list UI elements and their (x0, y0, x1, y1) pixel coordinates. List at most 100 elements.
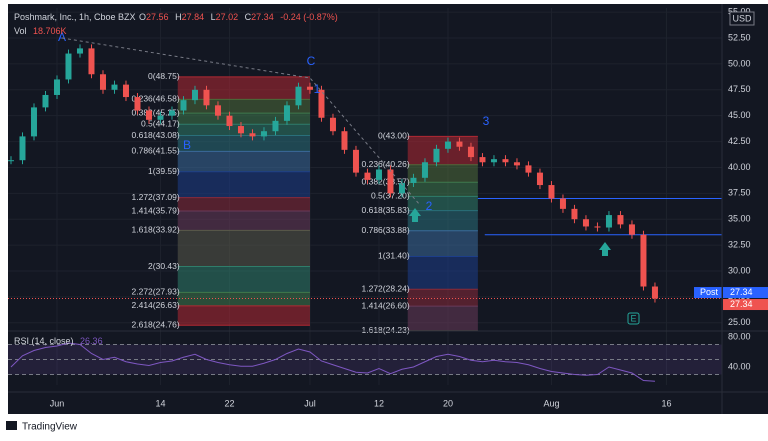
earnings-marker: E (630, 313, 636, 323)
candle-body (249, 133, 256, 137)
chart-background (8, 4, 768, 414)
fib-level-label: 0.382(45.25) (132, 107, 180, 117)
rsi-legend: RSI (14, close) 26.36 (14, 336, 103, 346)
candle-body (306, 86, 313, 90)
arrow-up-icon (599, 242, 611, 256)
wave-label: C (307, 54, 316, 68)
brand: TradingView (22, 422, 78, 433)
candle-body (479, 157, 486, 163)
fib-band (407, 164, 478, 183)
x-tick-label: 20 (443, 398, 453, 408)
y-tick-label: 35.00 (728, 214, 751, 224)
price-tag-label: Post (700, 287, 719, 297)
candle-body (295, 86, 302, 106)
candle-body (99, 74, 106, 90)
candle-body (168, 110, 175, 116)
candle-body (191, 89, 198, 101)
brand-logo (6, 421, 17, 430)
fib-level-label: 0.618(43.08) (132, 130, 180, 140)
fib-band (177, 305, 310, 326)
fib-level-label: 0.618(35.83) (362, 205, 410, 215)
y-tick-label: 47.50 (728, 84, 751, 94)
change: -0.24 (-0.87%) (280, 12, 338, 22)
fib-band (177, 99, 310, 114)
candle-body (7, 160, 14, 162)
y-tick-label: 40.00 (728, 162, 751, 172)
fib-level-label: 0.236(40.26) (362, 159, 410, 169)
candle-body (594, 226, 601, 228)
y-tick-label: 50.00 (728, 58, 751, 68)
ohlc-value: 27.84 (182, 12, 205, 22)
candle-body (525, 165, 532, 173)
candle-body (203, 89, 210, 106)
candle-body (318, 89, 325, 118)
ohlc-value: 27.02 (216, 12, 239, 22)
candle-body (237, 126, 244, 134)
candle-body (456, 141, 463, 147)
volume-legend: Vol 18.706K (14, 26, 67, 36)
candle-body (42, 94, 49, 108)
currency: USD (732, 13, 752, 23)
y-tick-label: 25.00 (728, 317, 751, 327)
candle-body (283, 105, 290, 121)
ohlc-label: C (245, 12, 252, 22)
fib-band (177, 292, 310, 306)
price-tag (694, 287, 722, 299)
fib-level-label: 0(48.75) (148, 71, 180, 81)
wave-label: A (58, 30, 66, 44)
fib-level-label: 1.618(33.92) (132, 225, 180, 235)
fib-band (177, 171, 310, 198)
candle-body (226, 115, 233, 127)
candle-body (214, 105, 221, 116)
price-tag (723, 287, 768, 299)
candle-body (640, 234, 647, 287)
x-tick-label: Jun (50, 398, 65, 408)
fib-band (407, 210, 478, 231)
rsi-line (10, 342, 655, 382)
candle-body (444, 141, 451, 149)
fib-level-label: 0.382(38.57) (362, 177, 410, 187)
candle-body (76, 48, 83, 54)
wave-label: 2 (426, 199, 433, 213)
candle-body (145, 110, 152, 120)
candle-body (352, 149, 359, 173)
rsi-tick-label: 40.00 (728, 361, 751, 371)
fib-level-label: 1.618(24.23) (362, 325, 410, 335)
candle-body (513, 162, 520, 166)
y-tick-label: 32.50 (728, 239, 751, 249)
arrow-up-icon (409, 208, 421, 222)
x-tick-label: 22 (224, 398, 234, 408)
fib-level-label: 0.236(46.58) (132, 94, 180, 104)
y-tick-label: 37.50 (728, 188, 751, 198)
candle-body (617, 215, 624, 225)
candle-body (571, 208, 578, 220)
candle-body (559, 198, 566, 209)
candle-body (387, 169, 394, 194)
x-tick-label: Jul (304, 398, 316, 408)
x-tick-label: Aug (543, 398, 559, 408)
candle-body (410, 177, 417, 183)
price-tag-value: 27.34 (730, 287, 753, 297)
candle-body (65, 53, 72, 80)
candle-body (272, 120, 279, 132)
y-tick-label: 30.00 (728, 265, 751, 275)
candle-body (375, 169, 382, 180)
candle-body (467, 146, 474, 158)
fib-band (407, 306, 478, 331)
fib-level-label: 0(43.00) (378, 131, 410, 141)
candle-body (628, 224, 635, 235)
ohlc-value: 27.56 (146, 12, 169, 22)
fib-level-label: 1.272(28.24) (362, 283, 410, 293)
candle-body (433, 148, 440, 163)
candle-body (421, 162, 428, 178)
ohlc-value: 27.34 (251, 12, 274, 22)
candle-body (111, 84, 118, 90)
candle-body (582, 219, 589, 227)
x-tick-label: 12 (374, 398, 384, 408)
earnings-badge (627, 312, 640, 325)
candle-body (122, 84, 129, 98)
fib-band (177, 151, 310, 172)
candle-body (157, 115, 164, 120)
